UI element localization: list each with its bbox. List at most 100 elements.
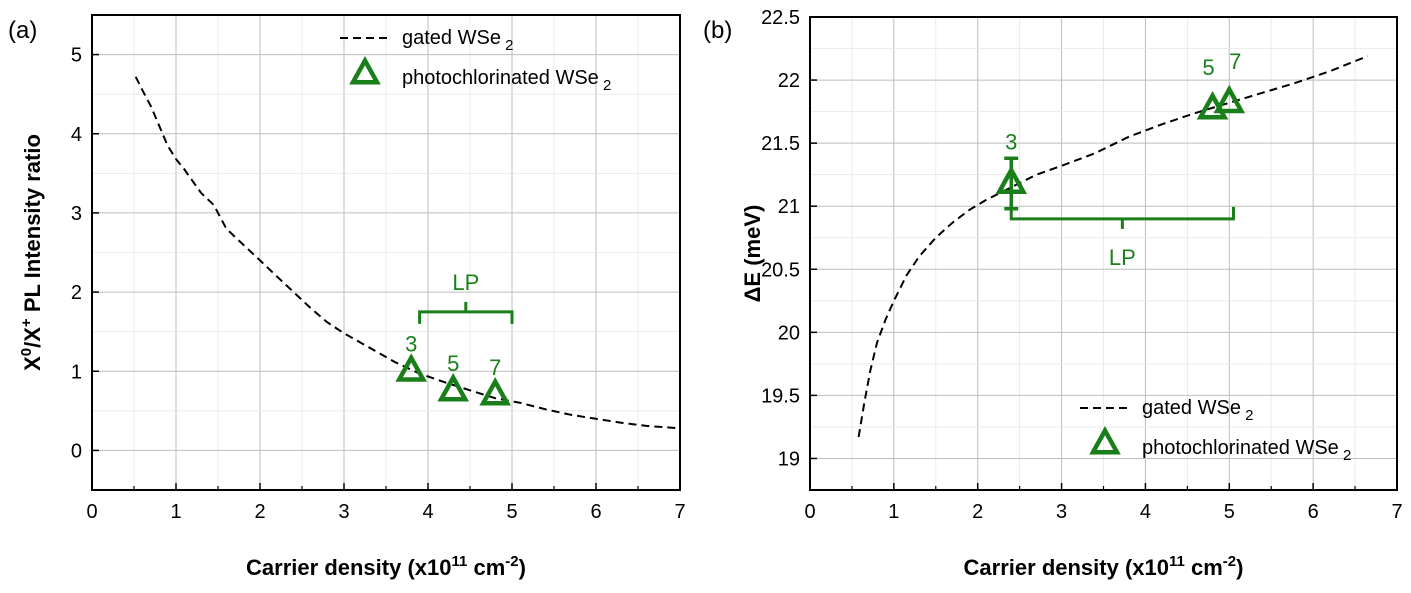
triangle-marker	[1213, 84, 1246, 114]
x-tick-label: 6	[1308, 501, 1319, 523]
series-line-gated-wse2	[134, 76, 681, 430]
x-axis-label-main: Carrier density (x10	[246, 555, 451, 580]
x-tick-label: 1	[888, 501, 899, 523]
chart-panel-a: 0 1 2 3 4 5 6 7 0 1 2 3 4 5 Carrier density (x1011 cm-…	[8, 14, 686, 580]
panel-label: (b)	[703, 17, 732, 44]
y-tick-label: 2	[71, 282, 82, 304]
triangle-marker	[479, 376, 512, 406]
point-label: 5	[1202, 55, 1214, 80]
point-label: 5	[447, 351, 459, 376]
triangle-marker	[437, 373, 470, 402]
x-tick-label: 4	[422, 501, 433, 523]
data-point-7: 7	[479, 355, 512, 406]
bracket-line	[418, 301, 514, 324]
legend-subscript: 2	[501, 37, 514, 54]
legend-triangle-swatch	[1089, 425, 1121, 455]
y-tick-label: 19.5	[761, 385, 800, 407]
y-tick-label: 3	[71, 203, 82, 225]
y-tick-label: 20.5	[761, 259, 800, 281]
legend-text: gated WSe	[1142, 397, 1241, 419]
legend-text: gated WSe	[402, 27, 501, 49]
x-axis-label: Carrier density (x1011 cm-2)	[964, 553, 1244, 580]
y-axis-label: X0/X+ PL Intensity ratio	[18, 134, 45, 371]
y-axis-label-part: /X	[20, 327, 45, 348]
y-tick-label: 22.5	[761, 7, 800, 29]
legend-triangle-swatch	[349, 55, 381, 85]
x-axis-label-end: )	[1236, 555, 1243, 580]
y-tick-label: 5	[71, 45, 82, 67]
bracket-label: LP	[1109, 245, 1136, 270]
y-axis-label-part: X	[20, 356, 45, 371]
y-tick-label: 4	[71, 124, 82, 146]
y-tick-label: 19	[778, 448, 800, 470]
data-point-7: 7	[1213, 49, 1246, 114]
y-axis-ticks: 0 1 2 3 4 5	[71, 45, 99, 462]
bracket-line	[1009, 206, 1235, 229]
legend-subscript: 2	[1339, 447, 1352, 464]
point-label: 7	[489, 355, 501, 380]
y-axis-label: ΔE (meV)	[740, 205, 765, 303]
legend-text: photochlorinated WSe	[402, 67, 599, 89]
data-point-3: 3	[995, 129, 1028, 211]
data-point-5: 5	[437, 351, 470, 402]
y-axis-label-sup: +	[18, 318, 35, 327]
y-axis-label-sup: 0	[18, 348, 35, 356]
y-tick-label: 20	[778, 322, 800, 344]
data-point-3: 3	[395, 331, 428, 382]
y-tick-label: 22	[778, 70, 800, 92]
triangle-marker	[395, 353, 428, 382]
x-tick-label: 0	[804, 501, 815, 523]
x-tick-label: 4	[1140, 501, 1151, 523]
x-axis-label-unit: cm	[1185, 555, 1223, 580]
x-tick-label: 7	[674, 501, 685, 523]
point-label: 3	[405, 331, 417, 356]
chart-panel-b: 0 1 2 3 4 5 6 71919.52020.52121.52222.5Carrier …	[703, 7, 1403, 580]
x-tick-label: 5	[1224, 501, 1235, 523]
legend-label-gated: gated WSe 2	[1142, 397, 1253, 424]
x-axis-label-end: )	[519, 555, 526, 580]
x-axis-label-sup: 11	[1169, 553, 1185, 570]
point-label: 7	[1229, 49, 1241, 74]
x-axis-label-sup: -2	[1223, 553, 1236, 570]
y-tick-label: 21	[778, 196, 800, 218]
legend-subscript: 2	[599, 77, 612, 94]
legend-label-photochlorinated: photochlorinated WSe 2	[1142, 437, 1351, 464]
x-tick-label: 3	[1056, 501, 1067, 523]
x-tick-label: 2	[972, 501, 983, 523]
point-label: 3	[1005, 129, 1017, 154]
bracket-label: LP	[452, 270, 479, 295]
x-tick-label: 0	[86, 501, 97, 523]
legend-label-gated: gated WSe 2	[402, 27, 513, 54]
y-tick-label: 1	[71, 361, 82, 383]
y-tick-label: 0	[71, 440, 82, 462]
x-axis-ticks: 0 1 2 3 4 5 6 7	[86, 483, 686, 523]
y-tick-label: 21.5	[761, 133, 800, 155]
gridlines	[810, 17, 1397, 490]
gridlines	[92, 15, 680, 490]
x-tick-label: 7	[1391, 501, 1402, 523]
x-axis-label-sup: 11	[451, 553, 467, 570]
y-axis-label-part: PL Intensity ratio	[20, 134, 45, 318]
legend-text: photochlorinated WSe	[1142, 437, 1339, 459]
legend-label-photochlorinated: photochlorinated WSe 2	[402, 67, 611, 94]
y-axis-label-text: ΔE (meV)	[740, 205, 765, 303]
legend-subscript: 2	[1241, 407, 1254, 424]
x-axis-label-unit: cm	[467, 555, 505, 580]
x-axis-label-sup: -2	[505, 553, 518, 570]
x-tick-label: 1	[170, 501, 181, 523]
x-axis-label: Carrier density (x1011 cm-2)	[246, 553, 526, 580]
x-tick-label: 2	[254, 501, 265, 523]
panel-label: (a)	[8, 17, 37, 44]
lp-bracket: LP	[1009, 206, 1235, 270]
y-axis-ticks: 19 19.5 20 20.5 21 21.5 22 22.5	[761, 7, 817, 470]
triangle-marker	[995, 165, 1028, 194]
lp-bracket: LP	[418, 270, 514, 324]
x-axis-ticks: 0 1 2 3 4 5 6 7	[804, 483, 1403, 523]
x-tick-label: 3	[338, 501, 349, 523]
x-axis-label-main: Carrier density (x10	[964, 555, 1169, 580]
x-tick-label: 6	[590, 501, 601, 523]
x-tick-label: 5	[506, 501, 517, 523]
